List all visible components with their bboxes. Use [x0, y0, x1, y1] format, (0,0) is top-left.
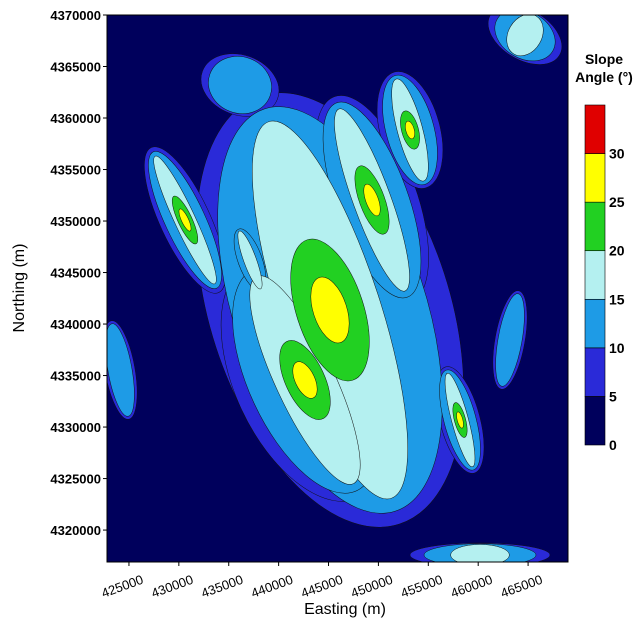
x-tick-label: 450000	[349, 572, 395, 601]
y-tick-label: 4340000	[50, 317, 101, 332]
colorbar-tick-label: 0	[609, 437, 617, 453]
x-tick-label: 440000	[249, 572, 295, 601]
colorbar-swatch	[585, 348, 605, 397]
colorbar-tick-label: 30	[609, 146, 625, 162]
colorbar-title: Angle (°)	[575, 69, 633, 85]
x-tick-label: 460000	[449, 572, 495, 601]
y-tick-label: 4335000	[50, 369, 101, 384]
colorbar-tick-label: 10	[609, 340, 625, 356]
y-axis-label: Northing (m)	[11, 244, 28, 333]
colorbar-swatch	[585, 251, 605, 300]
colorbar-swatch	[585, 396, 605, 445]
x-tick-label: 455000	[399, 572, 445, 601]
x-tick-label: 445000	[299, 572, 345, 601]
y-tick-label: 4370000	[50, 8, 101, 23]
y-tick-label: 4325000	[50, 472, 101, 487]
y-tick-label: 4360000	[50, 111, 101, 126]
colorbar-tick-label: 5	[609, 388, 617, 404]
chart: Easting (m) Northing (m) Slope Angle (°)…	[0, 0, 641, 624]
colorbar-tick-label: 20	[609, 243, 625, 259]
y-tick-label: 4330000	[50, 420, 101, 435]
x-axis-label: Easting (m)	[304, 601, 386, 618]
x-tick-label: 430000	[149, 572, 195, 601]
colorbar-swatch	[585, 299, 605, 348]
colorbar-title: Slope	[585, 51, 623, 67]
colorbar-tick-label: 25	[609, 194, 625, 210]
colorbar-swatch	[585, 154, 605, 203]
x-tick-label: 465000	[498, 572, 544, 601]
colorbar-swatch	[585, 202, 605, 251]
y-tick-label: 4350000	[50, 214, 101, 229]
y-tick-label: 4345000	[50, 266, 101, 281]
x-tick-label: 425000	[99, 572, 145, 601]
y-tick-label: 4365000	[50, 60, 101, 75]
y-tick-label: 4320000	[50, 523, 101, 538]
x-tick-label: 435000	[199, 572, 245, 601]
colorbar-tick-label: 15	[609, 291, 625, 307]
y-tick-label: 4355000	[50, 163, 101, 178]
contour-field	[97, 0, 573, 567]
colorbar-swatch	[585, 105, 605, 154]
